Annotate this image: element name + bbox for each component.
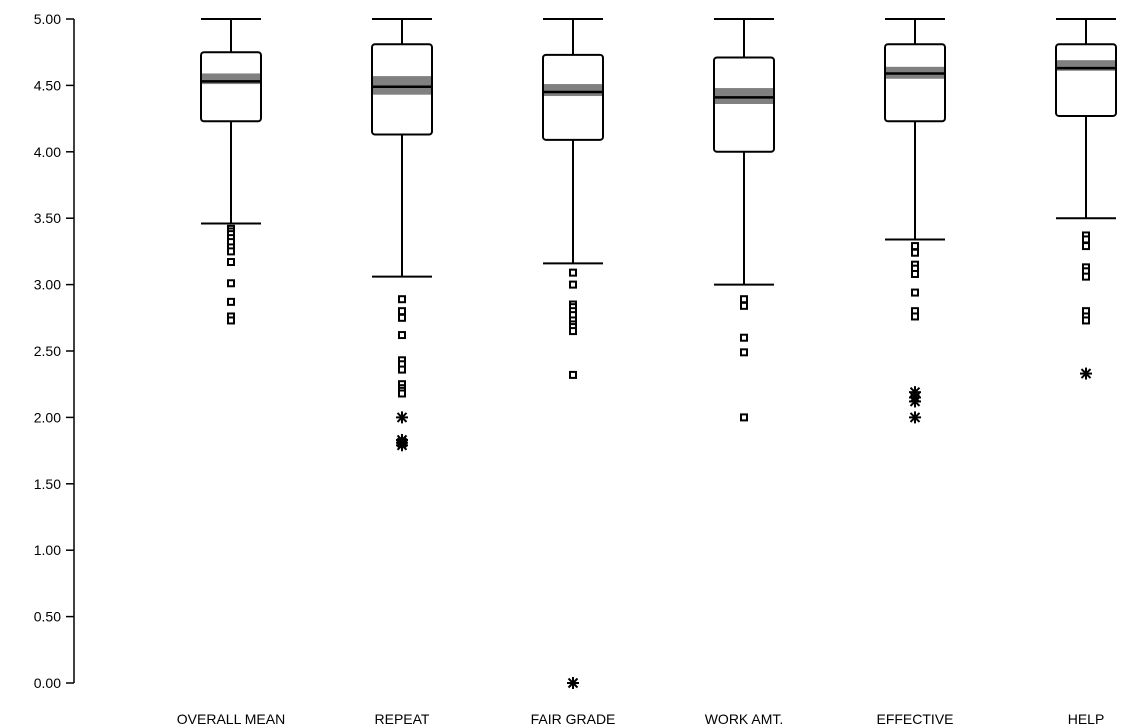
category-labels: OVERALL MEAN REPEAT FAIR GRADE WORK AMT. EFF… [177, 711, 1104, 727]
box-group [371, 18, 433, 452]
box-group [1055, 18, 1117, 380]
outlier-point [569, 280, 577, 289]
outlier-point [398, 313, 406, 322]
category-label: FAIR GRADE [531, 711, 616, 727]
category-label: WORK AMT. [705, 711, 784, 727]
extreme-point [396, 411, 408, 424]
outlier-point [569, 327, 577, 336]
category-label: HELP [1068, 711, 1105, 727]
outlier-point [740, 295, 748, 304]
outlier-point [398, 331, 406, 340]
median-ci-band [544, 84, 602, 97]
box-group [200, 18, 262, 325]
outlier-point [911, 269, 919, 278]
outlier-point [227, 258, 235, 267]
category-label: REPEAT [375, 711, 430, 727]
box-iqr [1055, 43, 1117, 117]
y-tick-label: 0.00 [34, 675, 61, 691]
box-iqr [884, 43, 946, 123]
outlier-point [911, 242, 919, 251]
outlier-point [740, 333, 748, 342]
median-ci-band [373, 76, 431, 95]
box-group [542, 18, 604, 689]
outlier-point [569, 370, 577, 379]
extreme-point [396, 439, 408, 452]
category-label: EFFECTIVE [876, 711, 953, 727]
outlier-point [911, 288, 919, 297]
y-tick-label: 1.50 [34, 476, 61, 492]
median-ci-band [715, 88, 773, 104]
y-tick-label: 4.00 [34, 144, 61, 160]
box-group [713, 18, 775, 422]
box-iqr [713, 56, 775, 153]
outlier-point [398, 389, 406, 398]
y-tick-label: 1.00 [34, 542, 61, 558]
box-group [884, 18, 946, 424]
outlier-point [1082, 316, 1090, 325]
y-tick-label: 2.50 [34, 343, 61, 359]
outlier-point [1082, 272, 1090, 281]
extreme-point-stroke [909, 396, 921, 407]
outlier-point [398, 365, 406, 374]
extreme-point [567, 677, 579, 689]
y-tick-label: 0.50 [34, 609, 61, 625]
outlier-point [911, 312, 919, 321]
outlier-point [740, 348, 748, 357]
extreme-point-stroke [396, 412, 408, 423]
y-axis: 0.00 0.50 1.00 1.50 2.00 2.50 3.00 3.50 4.00 4.50… [34, 11, 75, 691]
outlier-point [911, 248, 919, 257]
extreme-point [909, 411, 921, 424]
box-iqr [542, 53, 604, 141]
box-iqr [200, 51, 262, 123]
extreme-point [1080, 367, 1092, 380]
category-label: OVERALL MEAN [177, 711, 285, 727]
outlier-point [227, 297, 235, 306]
outlier-point [569, 268, 577, 277]
box-plot-area [200, 18, 1117, 689]
outlier-point [1082, 235, 1090, 244]
y-tick-label: 3.50 [34, 210, 61, 226]
extreme-point-stroke [1080, 368, 1092, 379]
y-tick-label: 2.00 [34, 409, 61, 425]
outlier-point [1082, 242, 1090, 251]
outlier-point [398, 307, 406, 316]
outlier-point [740, 301, 748, 310]
y-tick-label: 5.00 [34, 11, 61, 27]
outlier-point [398, 295, 406, 304]
median-ci-band [202, 73, 260, 85]
outlier-point [740, 413, 748, 422]
y-tick-label: 3.00 [34, 277, 61, 293]
outlier-point [227, 316, 235, 325]
extreme-point-stroke [567, 677, 579, 689]
extreme-point [909, 395, 921, 408]
outlier-point [227, 247, 235, 256]
median-ci-band [1057, 60, 1115, 71]
outlier-point [227, 279, 235, 288]
y-tick-label: 4.50 [34, 77, 61, 93]
extreme-point-stroke [396, 440, 408, 451]
extreme-point-stroke [909, 412, 921, 423]
